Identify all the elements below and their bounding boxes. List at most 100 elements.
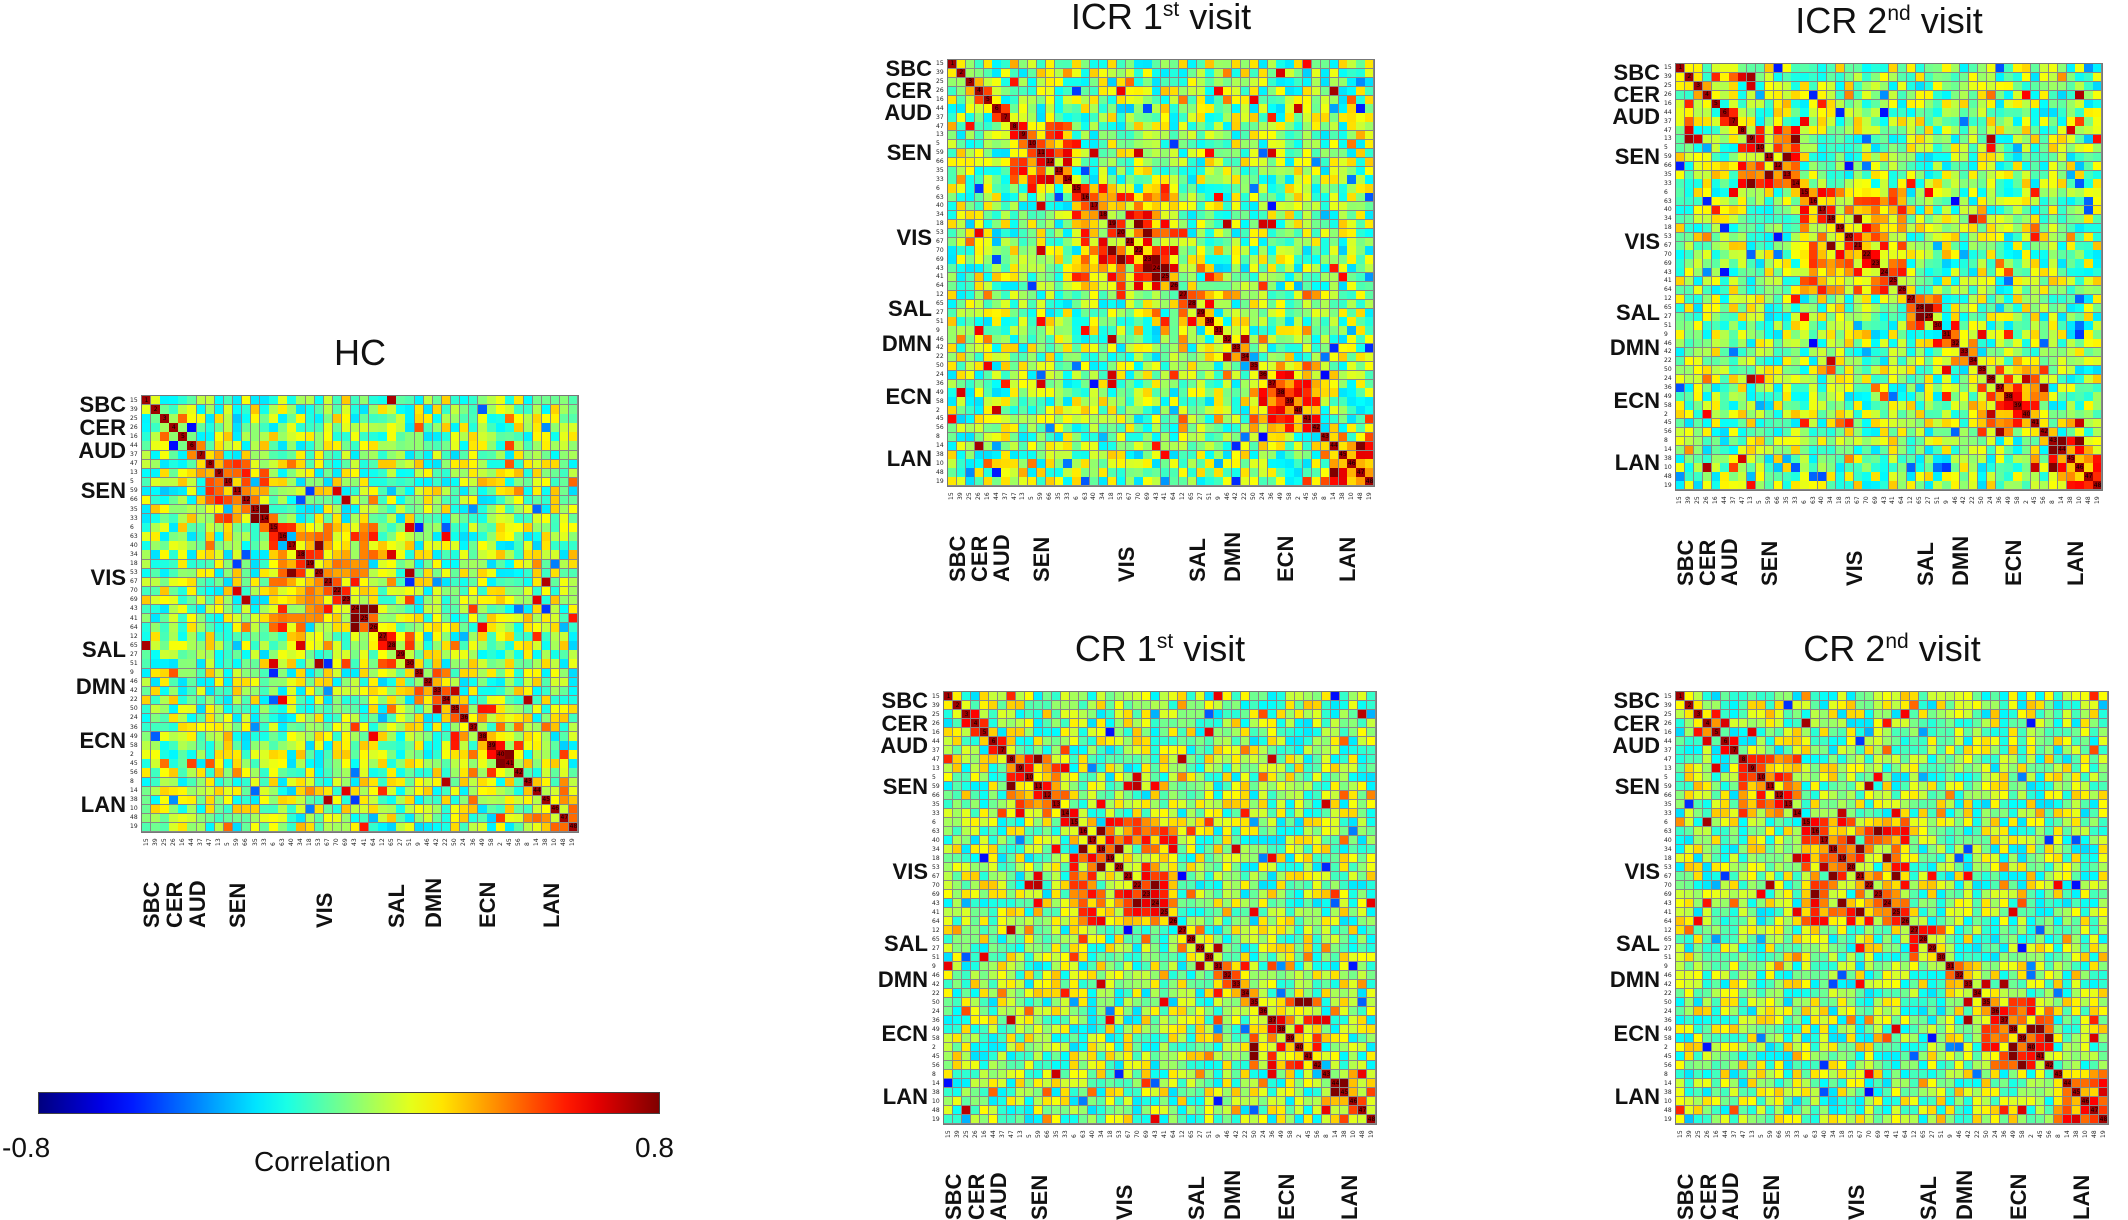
matrix-cell <box>197 505 205 513</box>
matrix-cell <box>351 587 359 595</box>
matrix-cell <box>169 414 177 422</box>
matrix-cell <box>242 596 250 604</box>
matrix-cell <box>315 532 323 540</box>
matrix-cell <box>142 523 150 531</box>
matrix-cell <box>160 496 168 504</box>
matrix-cell <box>524 505 532 513</box>
matrix-cell <box>569 460 577 468</box>
matrix-cell <box>496 396 504 404</box>
matrix-cell <box>505 414 513 422</box>
matrix-cell <box>178 596 186 604</box>
matrix-cell <box>160 587 168 595</box>
matrix-cell <box>242 405 250 413</box>
matrix-cell <box>224 550 232 558</box>
matrix-cell <box>460 414 468 422</box>
matrix-cell <box>496 514 504 522</box>
matrix-cell <box>324 541 332 549</box>
matrix-cell <box>197 587 205 595</box>
matrix-cell <box>215 496 223 504</box>
matrix-cell <box>296 587 304 595</box>
matrix-cell <box>242 487 250 495</box>
matrix-cell <box>415 432 423 440</box>
matrix-cell <box>433 414 441 422</box>
matrix-cell <box>569 550 577 558</box>
matrix-cell <box>278 560 286 568</box>
matrix-cell <box>478 423 486 431</box>
matrix-cell <box>160 451 168 459</box>
matrix-cell <box>433 596 441 604</box>
matrix-cell <box>442 423 450 431</box>
matrix-cell <box>260 587 268 595</box>
matrix-cell <box>487 460 495 468</box>
matrix-cell <box>215 596 223 604</box>
matrix-cell <box>442 414 450 422</box>
matrix-cell <box>360 487 368 495</box>
matrix-cell <box>296 487 304 495</box>
matrix-cell <box>269 541 277 549</box>
matrix-cell <box>169 405 177 413</box>
matrix-cell <box>169 596 177 604</box>
matrix-cell <box>387 478 395 486</box>
matrix-cell <box>278 578 286 586</box>
matrix-cell <box>451 451 459 459</box>
matrix-cell <box>169 541 177 549</box>
matrix-cell <box>151 469 159 477</box>
matrix-cell <box>296 478 304 486</box>
matrix-cell <box>360 514 368 522</box>
matrix-cell <box>296 541 304 549</box>
matrix-cell <box>514 441 522 449</box>
matrix-cell <box>415 532 423 540</box>
matrix-cell <box>415 469 423 477</box>
matrix-cell <box>451 469 459 477</box>
matrix-cell <box>496 550 504 558</box>
matrix-cell <box>478 414 486 422</box>
matrix-cell <box>215 560 223 568</box>
matrix-cell <box>433 523 441 531</box>
matrix-cell <box>233 460 241 468</box>
matrix-cell <box>542 396 550 404</box>
matrix-cell <box>415 596 423 604</box>
matrix-cell <box>287 405 295 413</box>
matrix-cell <box>505 587 513 595</box>
matrix-cell <box>233 432 241 440</box>
matrix-cell <box>387 496 395 504</box>
matrix-cell <box>324 596 332 604</box>
panel-title-hc: HC <box>334 332 386 374</box>
matrix-cell <box>178 560 186 568</box>
matrix-cell <box>260 541 268 549</box>
matrix-cell <box>378 541 386 549</box>
matrix-cell <box>351 478 359 486</box>
matrix-cell <box>487 478 495 486</box>
matrix-cell <box>206 441 214 449</box>
matrix-cell <box>269 441 277 449</box>
matrix-cell <box>187 487 195 495</box>
matrix-cell <box>369 505 377 513</box>
matrix-cell <box>187 541 195 549</box>
matrix-cell <box>215 587 223 595</box>
matrix-cell <box>451 560 459 568</box>
matrix-cell <box>178 569 186 577</box>
matrix-cell <box>442 514 450 522</box>
matrix-cell <box>233 578 241 586</box>
matrix-cell <box>342 514 350 522</box>
matrix-cell <box>269 605 277 613</box>
matrix-cell <box>369 541 377 549</box>
matrix-cell <box>551 460 559 468</box>
matrix-cell <box>524 550 532 558</box>
matrix-cell <box>151 451 159 459</box>
matrix-cell <box>451 596 459 604</box>
matrix-cell <box>169 532 177 540</box>
matrix-cell <box>269 587 277 595</box>
matrix-cell <box>251 541 259 549</box>
matrix-cell <box>296 596 304 604</box>
matrix-cell <box>505 432 513 440</box>
matrix-cell <box>569 560 577 568</box>
matrix-cell <box>251 396 259 404</box>
matrix-cell <box>442 441 450 449</box>
matrix-cell <box>151 414 159 422</box>
matrix-cell <box>197 596 205 604</box>
matrix-cell <box>378 423 386 431</box>
matrix-cell <box>351 469 359 477</box>
matrix-cell <box>315 405 323 413</box>
matrix-cell <box>233 560 241 568</box>
